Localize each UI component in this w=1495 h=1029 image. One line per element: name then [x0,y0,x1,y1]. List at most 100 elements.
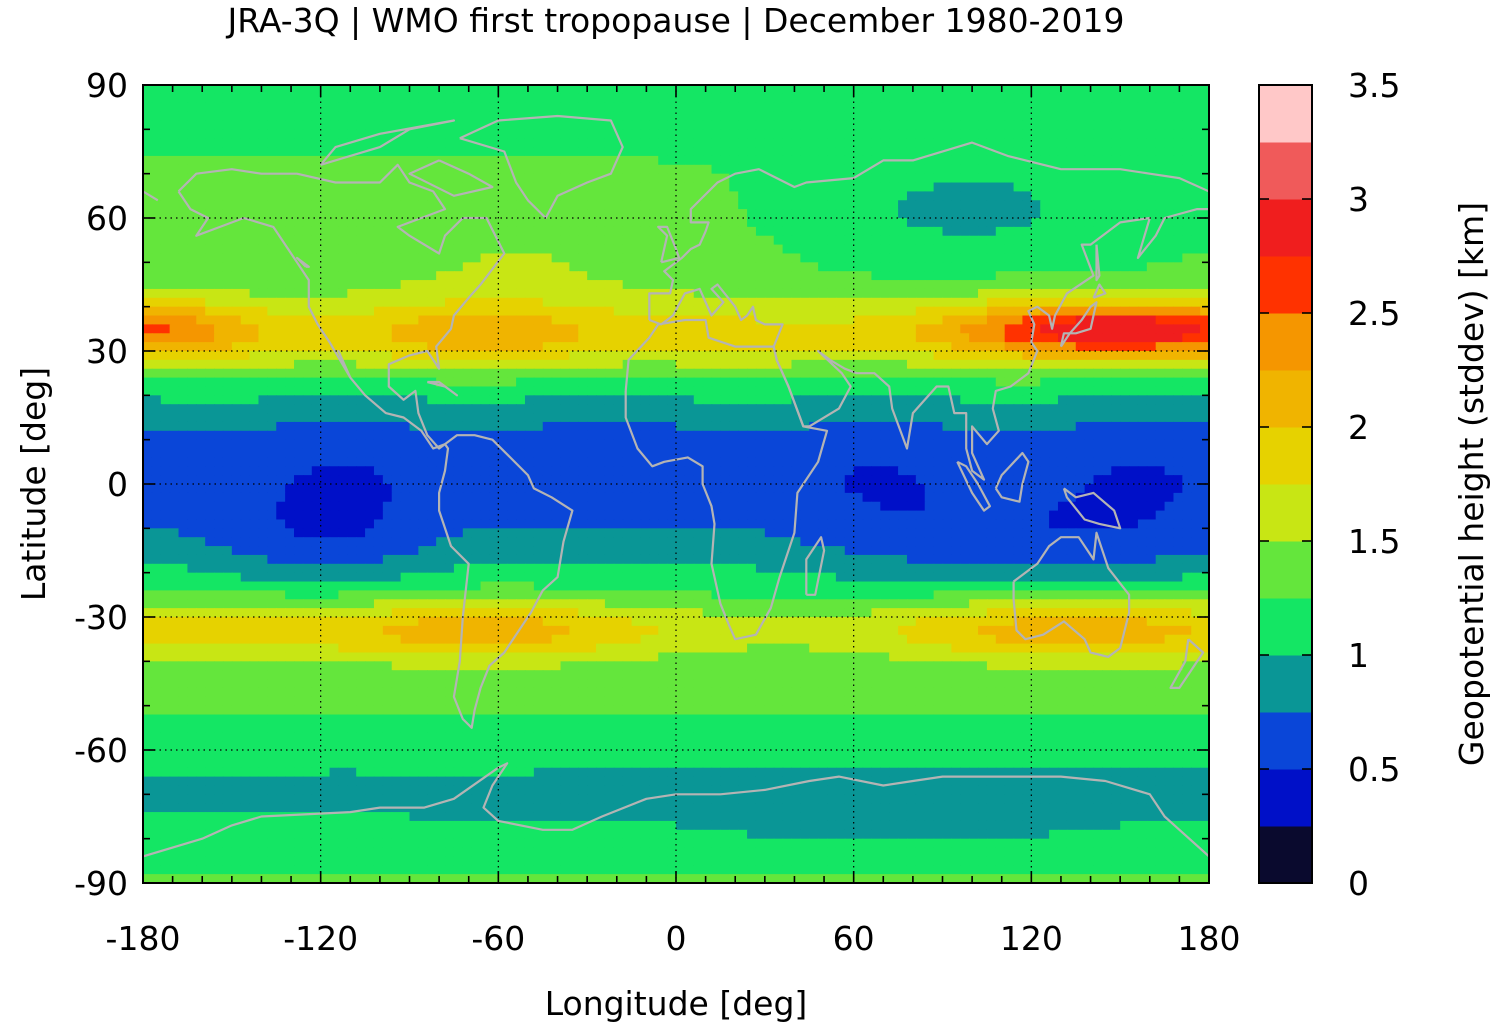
heatmap-cell [640,200,650,210]
heatmap-cell [1200,164,1209,175]
heatmap-cell [933,226,944,237]
heatmap-cell [773,244,784,255]
heatmap-cell [1093,404,1103,414]
heatmap-cell [258,306,268,317]
heatmap-cell [1164,368,1175,379]
heatmap-cell [764,164,775,175]
heatmap-cell [533,191,544,201]
heatmap-cell [764,413,775,423]
heatmap-cell [604,351,615,361]
heatmap-cell [391,191,402,201]
heatmap-cell [960,297,970,308]
heatmap-cell [1200,342,1209,352]
heatmap-cell [747,288,757,299]
heatmap-cell [1004,404,1015,414]
heatmap-cell [169,333,180,343]
heatmap-cell [294,120,304,130]
heatmap-cell [755,324,766,334]
heatmap-cell [1164,191,1175,201]
heatmap-cell [240,218,251,228]
heatmap-cell [365,262,375,272]
heatmap-cell [809,333,819,343]
heatmap-cell [578,155,588,166]
heatmap-cell [800,262,810,272]
heatmap-cell [400,271,411,281]
heatmap-cell [311,218,322,228]
heatmap-cell [480,306,491,317]
heatmap-cell [613,368,624,379]
heatmap-cell [773,315,784,325]
heatmap-cell [640,280,650,290]
heatmap-cell [755,404,766,414]
heatmap-cell [818,120,828,130]
heatmap-cell [231,377,242,388]
heatmap-cell [569,448,579,458]
heatmap-cell [445,351,455,361]
heatmap-cell [1182,430,1192,441]
heatmap-cell [151,191,162,201]
heatmap-cell [320,315,331,325]
heatmap-cell [285,439,295,450]
heatmap-cell [587,413,597,423]
heatmap-cell [622,173,633,184]
heatmap-cell [294,315,304,325]
heatmap-cell [418,324,428,334]
heatmap-cell [231,218,242,228]
heatmap-cell [658,368,668,379]
heatmap-cell [596,404,606,414]
heatmap-cell [1111,226,1121,237]
heatmap-cell [169,280,180,290]
heatmap-cell [658,413,668,423]
heatmap-cell [1084,120,1095,130]
heatmap-cell [338,342,348,352]
heatmap-cell [676,226,686,237]
heatmap-cell [1022,333,1032,343]
heatmap-cell [729,421,739,432]
heatmap-cell [862,404,873,414]
heatmap-cell [480,93,491,104]
heatmap-cell [542,138,553,148]
heatmap-cell [1102,368,1112,379]
heatmap-cell [169,102,180,113]
heatmap-cell [409,244,419,255]
heatmap-cell [169,235,180,246]
heatmap-cell [1137,120,1148,130]
heatmap-cell [1102,253,1112,263]
heatmap-cell [382,333,393,343]
heatmap-cell [400,262,411,272]
heatmap-cell [285,138,295,148]
heatmap-cell [169,138,180,148]
heatmap-cell [800,351,810,361]
heatmap-cell [1146,173,1157,184]
heatmap-cell [755,386,766,396]
heatmap-cell [143,102,153,113]
heatmap-cell [507,430,517,441]
heatmap-cell [373,342,384,352]
heatmap-cell [1004,315,1015,325]
heatmap-cell [178,351,189,361]
heatmap-cell [1066,85,1077,95]
heatmap-cell [729,262,739,272]
heatmap-cell [329,111,340,122]
heatmap-cell [924,244,935,255]
heatmap-cell [214,333,224,343]
heatmap-cell [596,386,606,396]
heatmap-cell [1191,421,1201,432]
heatmap-cell [462,218,473,228]
heatmap-cell [276,164,286,175]
heatmap-cell [640,324,650,334]
heatmap-cell [427,164,437,175]
heatmap-cell [400,368,411,379]
heatmap-cell [604,333,615,343]
heatmap-cell [329,85,340,95]
heatmap-cell [1182,147,1192,157]
heatmap-cell [1075,111,1086,122]
heatmap-cell [533,333,544,343]
heatmap-cell [569,430,579,441]
heatmap-cell [560,173,570,184]
heatmap-cell [800,85,810,95]
heatmap-cell [853,85,864,95]
heatmap-cell [800,200,810,210]
heatmap-cell [809,93,819,104]
heatmap-cell [889,209,899,219]
